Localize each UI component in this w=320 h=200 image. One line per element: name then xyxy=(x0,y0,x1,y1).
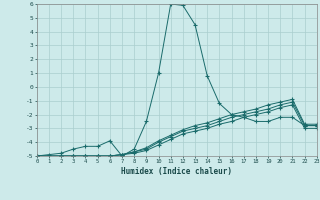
X-axis label: Humidex (Indice chaleur): Humidex (Indice chaleur) xyxy=(121,167,232,176)
